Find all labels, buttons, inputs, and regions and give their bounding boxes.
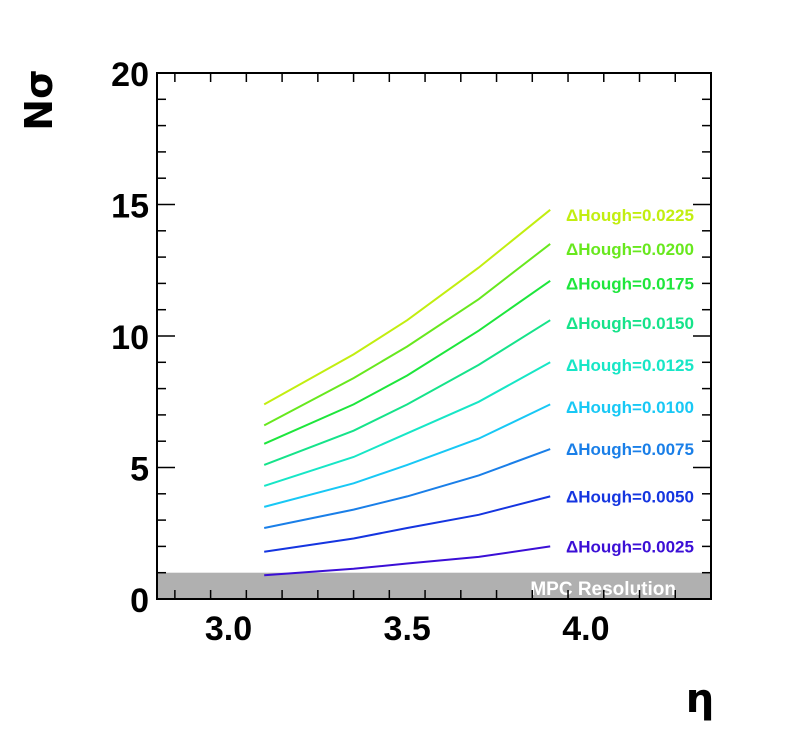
series-line xyxy=(264,495,551,553)
series-line xyxy=(263,448,551,529)
series-label: ΔHough=0.0225 xyxy=(566,206,694,225)
mpc-resolution-band xyxy=(157,572,711,599)
y-tick-label: 20 xyxy=(111,56,149,94)
x-axis-title: η xyxy=(686,676,714,722)
series-line xyxy=(264,545,551,577)
series-label: ΔHough=0.0200 xyxy=(566,240,694,259)
tick-labels: 0 5 10 15 20 3.0 3.5 4.0 xyxy=(111,56,609,648)
x-tick-label: 3.0 xyxy=(205,610,252,648)
series-label: ΔHough=0.0025 xyxy=(566,537,694,556)
y-tick-label: 10 xyxy=(111,319,149,357)
series-label: ΔHough=0.0075 xyxy=(566,440,694,459)
series-line xyxy=(263,403,551,508)
plot-frame xyxy=(156,72,712,600)
x-tick-label: 3.5 xyxy=(384,610,431,648)
series-line xyxy=(263,361,551,487)
series-line xyxy=(263,319,551,466)
y-axis-title: Nσ xyxy=(17,69,61,130)
series-label: ΔHough=0.0100 xyxy=(566,398,694,417)
series-line xyxy=(263,243,551,427)
series-line xyxy=(263,209,551,406)
axis-ticks xyxy=(157,72,712,600)
series-label: ΔHough=0.0050 xyxy=(566,487,694,506)
y-tick-label: 15 xyxy=(111,188,149,226)
series-labels: ΔHough=0.0025 ΔHough=0.0050 ΔHough=0.0075 Δ… xyxy=(566,206,694,556)
x-tick-label: 4.0 xyxy=(562,610,609,648)
y-tick-label: 5 xyxy=(130,451,149,489)
series-label: ΔHough=0.0125 xyxy=(566,356,694,375)
y-tick-label: 0 xyxy=(130,582,149,620)
series-lines xyxy=(263,209,551,577)
series-label: ΔHough=0.0175 xyxy=(566,274,694,293)
series-line xyxy=(263,279,551,445)
series-label: ΔHough=0.0150 xyxy=(566,314,694,333)
